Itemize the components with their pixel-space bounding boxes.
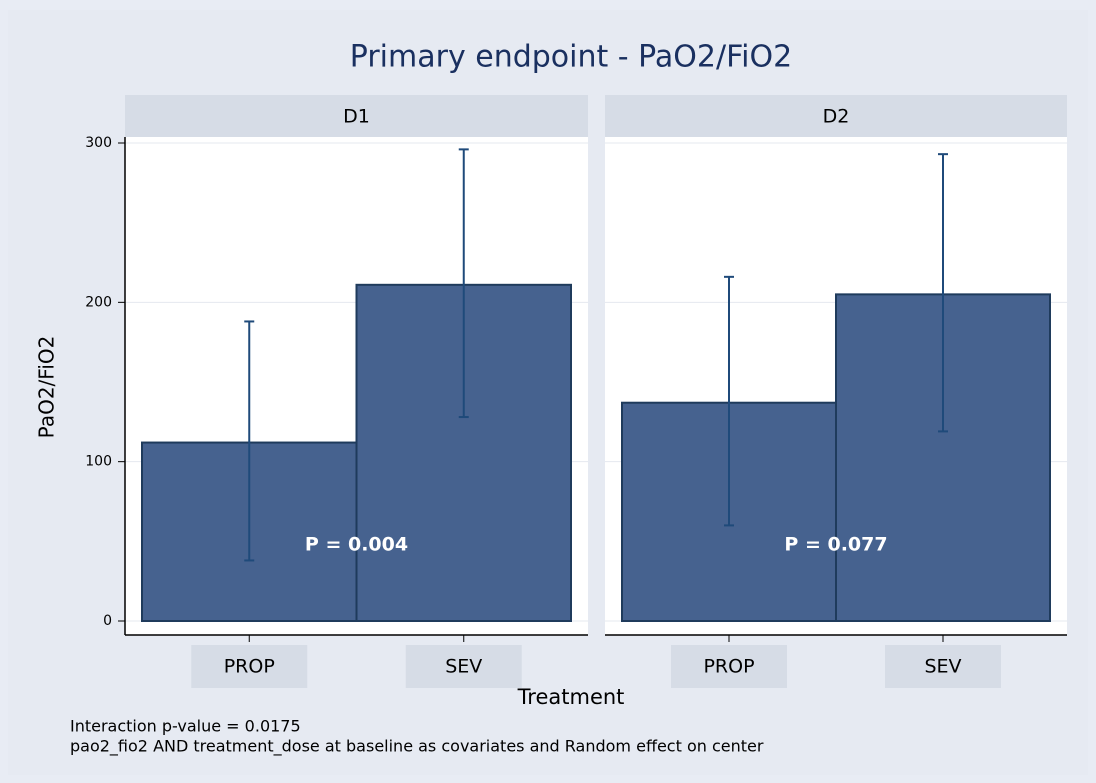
y-tick-label: 300: [85, 135, 112, 151]
category-box: [191, 645, 308, 688]
category-box: [885, 645, 1001, 688]
y-tick-label: 200: [85, 294, 112, 310]
annotation: P = 0.004: [305, 534, 408, 556]
panel-header: [605, 95, 1067, 137]
panel-title: D1: [343, 106, 370, 128]
y-tick-label: 100: [85, 454, 112, 470]
x-tick-label: PROP: [703, 656, 754, 678]
annotation: P = 0.077: [784, 534, 887, 556]
x-axis-label: Treatment: [517, 685, 625, 709]
x-tick-label: SEV: [924, 656, 961, 678]
category-box: [405, 645, 522, 688]
chart-title: Primary endpoint - PaO2/FiO2: [350, 40, 792, 75]
note: pao2_fio2 AND treatment_dose at baseline…: [70, 737, 764, 757]
note: Interaction p-value = 0.0175: [70, 717, 301, 736]
category-box: [671, 645, 787, 688]
y-tick-label: 0: [103, 613, 112, 629]
y-axis-label: PaO2/FiO2: [35, 336, 59, 439]
panel-title: D2: [823, 106, 850, 128]
panel-header: [125, 95, 588, 137]
x-tick-label: SEV: [445, 656, 482, 678]
x-tick-label: PROP: [224, 656, 275, 678]
